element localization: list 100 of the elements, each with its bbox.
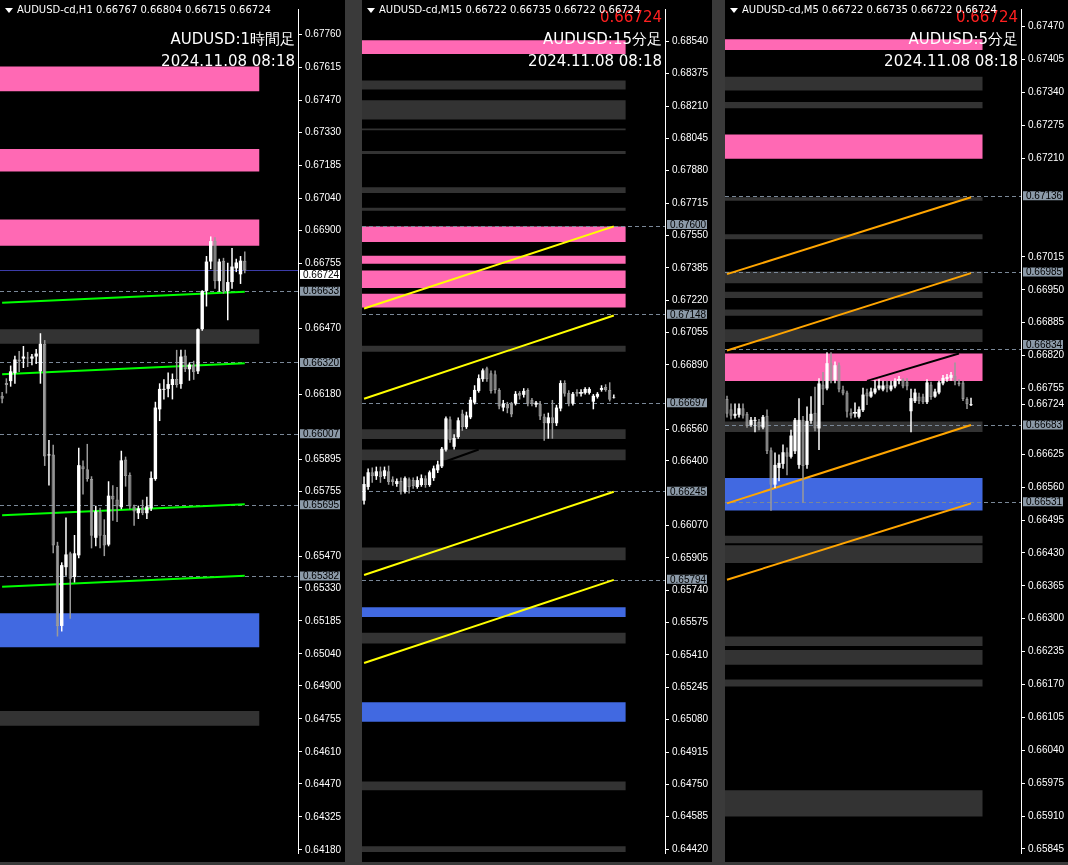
candlestick [47,440,51,486]
y-tick-label: 0.66235 [1028,645,1065,657]
y-tick-label: 0.67385 [672,261,709,273]
y-tick-label: 0.65470 [305,549,342,561]
y-tick-label: 0.64420 [672,842,709,854]
ref-line-label: 0.66245 [670,485,707,497]
candlestick [612,394,616,399]
y-tick-label: 0.65410 [672,648,709,660]
y-tick-label: 0.66724 [1028,397,1065,409]
candlestick [909,388,913,433]
y-tick-label: 0.68045 [672,132,709,144]
y-tick-label: 0.67015 [1028,250,1065,262]
y-tick-label: 0.64325 [305,810,342,822]
candlestick [546,412,550,439]
y-tick-label: 0.68540 [672,35,709,47]
y-tick-label: 0.67055 [672,326,709,338]
candlestick [226,262,230,321]
chart-title: AUDUSD-cd,H1 0.66767 0.66804 0.66715 0.66724 [17,4,271,15]
ref-line-label: 0.66531 [1026,496,1063,508]
candlestick [896,376,902,385]
candlestick [877,379,881,391]
ref-line-label: 0.67600 [670,218,707,230]
annotation: 2024.11.08 08:18 [884,52,1018,70]
candlestick [209,236,213,270]
y-tick-label: 0.66560 [672,423,709,435]
y-tick-label: 0.66900 [305,224,342,236]
ref-line-label: 0.66697 [670,396,707,408]
ref-line-label: 0.66633 [303,285,340,297]
y-tick-label: 0.66560 [1028,480,1065,492]
annotation: 2024.11.08 08:18 [161,52,295,70]
y-tick-label: 0.64585 [672,810,709,822]
y-tick-label: 0.67330 [305,126,342,138]
candlestick [949,372,953,381]
y-tick-label: 0.65740 [672,584,709,596]
candlestick [30,353,34,366]
y-tick-label: 0.65185 [305,614,342,626]
candlestick [733,403,737,419]
y-tick-label: 0.66890 [672,358,709,370]
y-tick-label: 0.67405 [1028,53,1065,65]
y-tick-label: 0.65245 [672,681,709,693]
y-tick-label: 0.66170 [1028,678,1065,690]
ref-line-label: 0.66007 [303,427,340,439]
ref-line-label: 0.66320 [303,356,340,368]
ref-line-label: 0.67136 [1026,189,1063,201]
y-tick-label: 0.66470 [305,322,342,334]
candlestick [925,379,929,404]
y-tick-label: 0.65845 [1028,842,1065,854]
ref-line-label: 0.65794 [670,573,707,585]
y-tick-label: 0.67185 [305,159,342,171]
ref-line-label: 0.66834 [1026,338,1063,350]
candlestick [873,380,877,395]
y-tick-label: 0.67760 [305,28,342,40]
y-tick-label: 0.67340 [1028,86,1065,98]
y-tick-label: 0.66885 [1028,316,1065,328]
y-tick-label: 0.65905 [672,551,709,563]
y-tick-label: 0.64900 [305,679,342,691]
y-tick-label: 0.66105 [1028,711,1065,723]
y-tick-label: 0.67715 [672,196,709,208]
y-tick-label: 0.66625 [1028,448,1065,460]
y-tick-label: 0.66950 [1028,283,1065,295]
y-tick-label: 0.66400 [672,454,709,466]
ref-line-label: 0.66985 [1026,266,1063,278]
y-tick-label: 0.66180 [305,388,342,400]
y-tick-label: 0.64470 [305,777,342,789]
y-tick-label: 0.65975 [1028,776,1065,788]
y-tick-label: 0.67220 [672,293,709,305]
ref-line-label: 0.66683 [1026,419,1063,431]
ref-line-label: 0.65695 [303,499,340,511]
y-tick-label: 0.66820 [1028,349,1065,361]
y-tick-label: 0.66755 [1028,382,1065,394]
candlestick [773,452,777,488]
candlestick [13,355,17,384]
y-tick-label: 0.65895 [305,452,342,464]
y-tick-label: 0.65910 [1028,809,1065,821]
y-tick-label: 0.65575 [672,616,709,628]
y-tick-label: 0.64750 [672,778,709,790]
candlestick [753,417,757,433]
y-tick-label: 0.64755 [305,712,342,724]
y-tick-label: 0.64610 [305,745,342,757]
candlestick [534,400,538,408]
y-tick-label: 0.67040 [305,192,342,204]
y-tick-label: 0.67550 [672,229,709,241]
y-tick-label: 0.67470 [1028,20,1065,32]
candlestick [395,478,399,487]
candlestick [969,397,973,406]
y-tick-label: 0.66070 [672,519,709,531]
y-tick-label: 0.67880 [672,164,709,176]
annotation: AUDUSD:1時間足 [170,30,295,49]
y-tick-label: 0.65330 [305,581,342,593]
y-tick-label: 0.67470 [305,94,342,106]
y-tick-label: 0.68210 [672,99,709,111]
y-tick-label: 0.67615 [305,61,342,73]
ref-line-label: 0.65382 [303,570,340,582]
y-tick-label: 0.65040 [305,647,342,659]
y-tick-label: 0.64915 [672,745,709,757]
y-tick-label: 0.65080 [672,713,709,725]
y-tick-label: 0.66040 [1028,744,1065,756]
y-tick-label: 0.67210 [1028,152,1065,164]
y-tick-label: 0.66300 [1028,612,1065,624]
y-tick-label: 0.67275 [1028,119,1065,131]
